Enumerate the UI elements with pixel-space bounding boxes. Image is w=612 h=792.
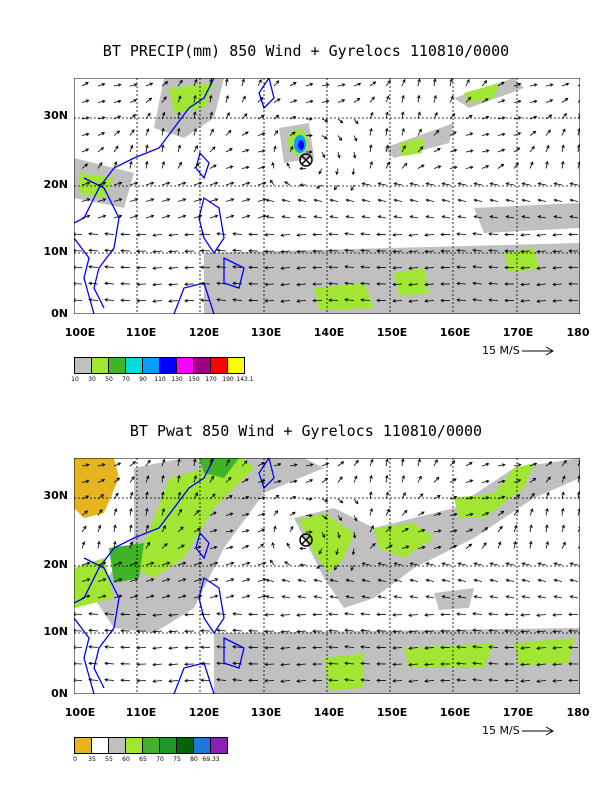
lon-label: 100E [64,706,96,719]
lon-label: 160E [439,326,471,339]
legend-label: 75 [173,756,181,763]
legend-swatch [91,357,109,374]
lon-label: 150E [376,326,408,339]
panel1-map [74,78,580,314]
lat-label: 0N [51,307,68,320]
legend-swatch [210,737,228,754]
lat-label: 0N [51,687,68,700]
lon-label: 170E [502,706,534,719]
legend-label: 90 [139,376,147,383]
wind-scale-arrow [522,346,555,356]
pwat-legend [74,737,228,754]
lon-label: 120E [188,326,220,339]
legend-swatch [159,737,177,754]
lon-label: 130E [250,706,282,719]
wind-scale-label: 15 M/S [482,344,520,357]
legend-label: 60 [122,756,130,763]
lon-label: 180 [566,326,590,339]
panel2-title: BT Pwat 850 Wind + Gyrelocs 110810/0000 [129,422,483,440]
legend-swatch [193,737,211,754]
legend-swatch [210,357,228,374]
wind-vectors [74,458,580,683]
lon-label: 160E [439,706,471,719]
legend-swatch [108,357,126,374]
lat-label: 10N [43,245,68,258]
lat-label: 30N [43,489,68,502]
lon-label: 150E [376,706,408,719]
pwat-fields [74,458,580,694]
legend-swatch [142,357,160,374]
pwat-legend-labels: 0 35 55 60 65 70 75 80 69.33 [73,756,274,766]
panel1-title: BT PRECIP(mm) 850 Wind + Gyrelocs 110810… [102,42,510,60]
lon-label: 180 [566,706,590,719]
panel2-map [74,458,580,694]
legend-swatch [74,357,92,374]
legend-swatch [142,737,160,754]
legend-label: 69.33 [202,756,220,763]
gyre-marker [299,153,313,167]
legend-label: 190 [222,376,234,383]
lon-label: 140E [313,326,345,339]
legend-swatch [125,357,143,374]
lon-label: 130E [250,326,282,339]
precip-legend-labels: 10 30 50 70 90 110 130 150 170 190 143.1 [71,376,274,386]
lon-label: 110E [125,326,157,339]
wind-scale-label: 15 M/S [482,724,520,737]
grid-lines [74,78,580,314]
legend-label: 110 [154,376,166,383]
precip-legend [74,357,245,374]
gyre-marker [299,533,313,547]
legend-label: 50 [105,376,113,383]
legend-label: 170 [205,376,217,383]
legend-label: 143.1 [236,376,254,383]
legend-label: 65 [139,756,147,763]
legend-swatch [74,737,92,754]
lon-label: 100E [64,326,96,339]
wind-vectors [74,78,580,303]
legend-label: 150 [188,376,200,383]
grid-lines [74,458,580,694]
lat-label: 10N [43,625,68,638]
legend-swatch [176,357,194,374]
lon-label: 170E [502,326,534,339]
legend-swatch [91,737,109,754]
legend-swatch [159,357,177,374]
precip-fields [74,78,580,314]
legend-label: 30 [88,376,96,383]
legend-label: 70 [156,756,164,763]
legend-swatch [193,357,211,374]
legend-label: 80 [190,756,198,763]
lat-label: 20N [43,178,68,191]
lat-label: 20N [43,558,68,571]
lon-label: 110E [125,706,157,719]
lon-label: 120E [188,706,220,719]
legend-swatch [176,737,194,754]
lon-label: 140E [313,706,345,719]
legend-label: 35 [88,756,96,763]
legend-label: 55 [105,756,113,763]
legend-swatch [108,737,126,754]
legend-label: 70 [122,376,130,383]
legend-label: 130 [171,376,183,383]
legend-swatch [227,357,245,374]
coastlines [74,78,275,314]
legend-label: 10 [71,376,79,383]
lat-label: 30N [43,109,68,122]
legend-swatch [125,737,143,754]
legend-label: 0 [73,756,77,763]
wind-scale-arrow [522,726,555,736]
